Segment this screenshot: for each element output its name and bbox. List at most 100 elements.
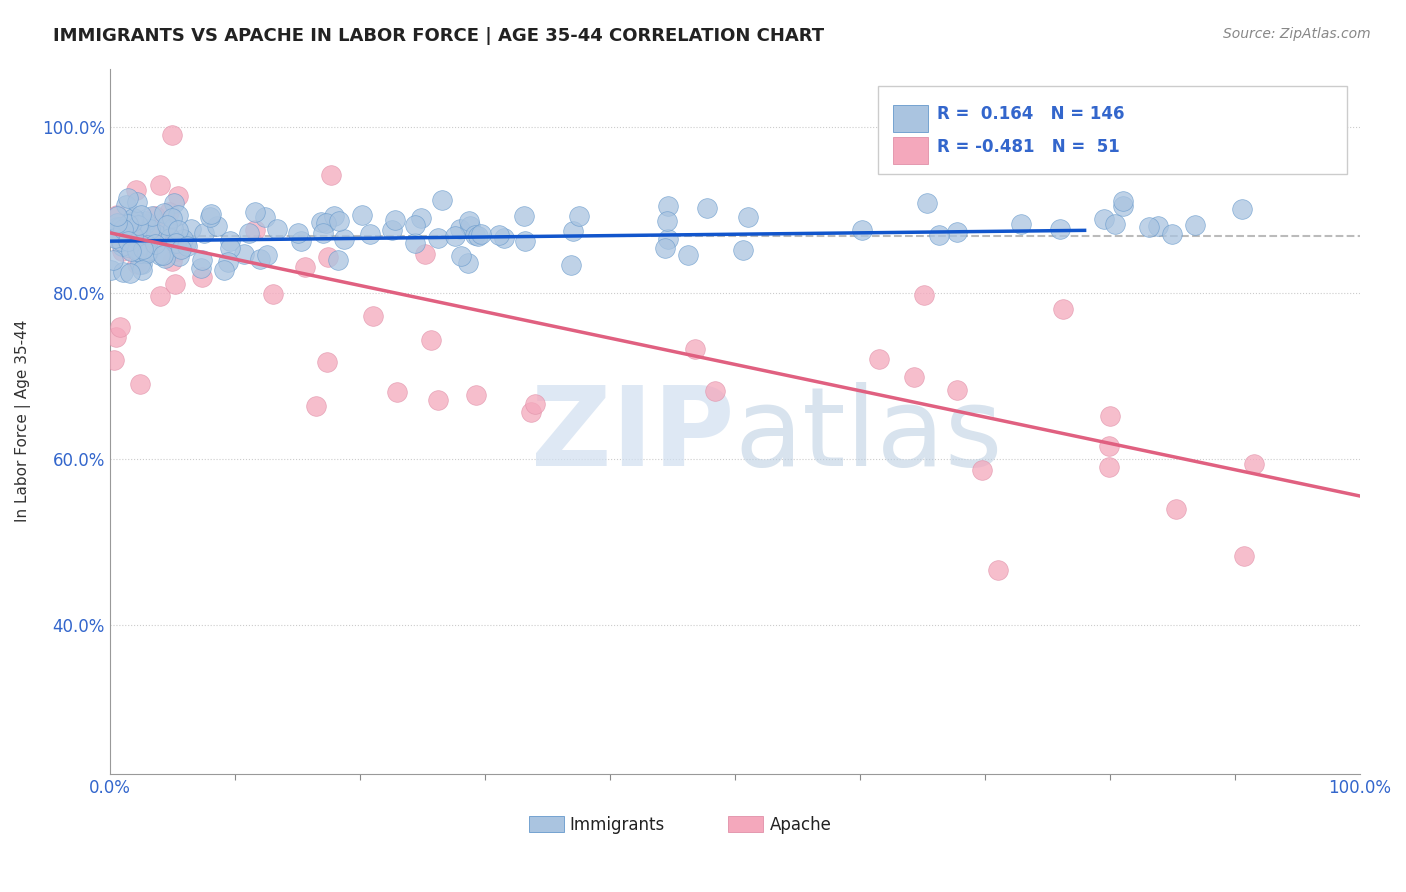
Point: [105, 208, 128, 222]
Point: [143, 237, 166, 252]
FancyBboxPatch shape: [879, 87, 1347, 174]
Point: [384, 212, 406, 227]
Point: [312, 226, 335, 240]
Point: [159, 231, 181, 245]
Point: [430, 194, 453, 208]
Point: [132, 244, 155, 258]
Point: [420, 333, 443, 347]
Point: [1164, 502, 1187, 516]
Point: [157, 204, 180, 219]
Point: [352, 208, 374, 222]
Point: [404, 219, 426, 233]
Point: [470, 227, 492, 241]
Point: [149, 227, 172, 241]
FancyBboxPatch shape: [728, 816, 763, 832]
Point: [141, 209, 163, 223]
Point: [492, 231, 515, 245]
Point: [103, 353, 125, 368]
Point: [115, 197, 138, 211]
Point: [191, 253, 214, 268]
Point: [125, 244, 148, 258]
Text: atlas: atlas: [735, 382, 1004, 489]
Text: R =  0.164   N = 146: R = 0.164 N = 146: [938, 104, 1125, 122]
Point: [156, 219, 179, 233]
Point: [731, 243, 754, 257]
Point: [155, 251, 177, 265]
Point: [256, 248, 278, 262]
Point: [305, 399, 328, 413]
Point: [1049, 222, 1071, 236]
Point: [316, 250, 339, 264]
Point: [464, 228, 486, 243]
Point: [458, 219, 481, 234]
Point: [915, 196, 938, 211]
Point: [149, 289, 172, 303]
Point: [129, 257, 152, 271]
Point: [205, 219, 228, 234]
Point: [163, 277, 186, 292]
Point: [110, 234, 132, 248]
Point: [415, 247, 437, 261]
Point: [322, 210, 344, 224]
Point: [101, 253, 124, 268]
Point: [212, 262, 235, 277]
Point: [426, 231, 449, 245]
Point: [970, 462, 993, 476]
Point: [103, 227, 125, 241]
Point: [945, 226, 967, 240]
Point: [238, 226, 260, 240]
Text: Immigrants: Immigrants: [569, 816, 665, 834]
Point: [145, 227, 167, 241]
Point: [328, 214, 350, 228]
Point: [361, 309, 384, 323]
Point: [103, 228, 125, 243]
Point: [523, 397, 546, 411]
Point: [190, 260, 212, 275]
Point: [1232, 549, 1254, 563]
Point: [136, 238, 159, 252]
Point: [117, 191, 139, 205]
Point: [467, 228, 489, 243]
Point: [1111, 199, 1133, 213]
Point: [868, 351, 890, 366]
Text: IMMIGRANTS VS APACHE IN LABOR FORCE | AGE 35-44 CORRELATION CHART: IMMIGRANTS VS APACHE IN LABOR FORCE | AG…: [53, 27, 824, 45]
Point: [103, 224, 125, 238]
Point: [512, 210, 534, 224]
Point: [117, 217, 139, 231]
Point: [160, 211, 183, 225]
Point: [561, 224, 583, 238]
Point: [381, 222, 404, 236]
Point: [125, 183, 148, 197]
Point: [174, 236, 197, 251]
Point: [117, 234, 139, 248]
Point: [1094, 212, 1116, 227]
Point: [160, 128, 183, 142]
Point: [118, 267, 141, 281]
Point: [217, 255, 239, 269]
Point: [122, 211, 145, 226]
Point: [131, 262, 153, 277]
Point: [254, 210, 277, 224]
Point: [172, 232, 194, 246]
Point: [200, 206, 222, 220]
Text: R = -0.481   N =  51: R = -0.481 N = 51: [938, 137, 1121, 156]
Point: [112, 265, 135, 279]
Point: [122, 234, 145, 248]
Point: [121, 215, 143, 229]
Point: [138, 222, 160, 236]
Point: [1230, 202, 1253, 217]
Point: [165, 236, 187, 251]
Point: [1010, 217, 1032, 231]
Point: [166, 208, 188, 222]
Point: [121, 228, 143, 243]
Point: [160, 253, 183, 268]
Point: [136, 244, 159, 258]
Point: [657, 232, 679, 246]
Point: [249, 252, 271, 266]
Point: [411, 211, 433, 225]
Point: [125, 257, 148, 271]
Point: [132, 243, 155, 257]
Point: [120, 244, 142, 258]
Point: [1098, 409, 1121, 423]
Point: [104, 231, 127, 245]
